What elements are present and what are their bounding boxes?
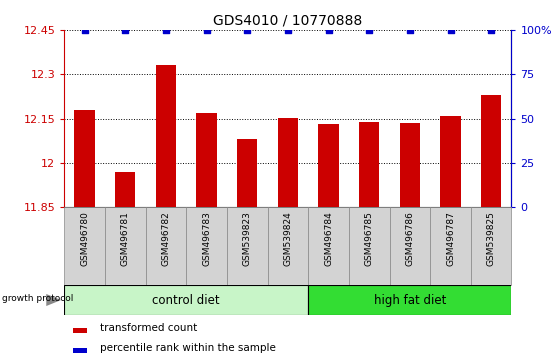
Bar xyxy=(308,285,511,315)
Point xyxy=(364,27,373,33)
Bar xyxy=(349,207,390,285)
Polygon shape xyxy=(46,294,61,306)
Point xyxy=(202,27,211,33)
Bar xyxy=(156,65,176,207)
Bar xyxy=(440,116,461,207)
Point xyxy=(162,27,170,33)
Text: percentile rank within the sample: percentile rank within the sample xyxy=(100,343,276,353)
Text: GSM539824: GSM539824 xyxy=(283,211,292,266)
Point xyxy=(405,27,414,33)
Point xyxy=(487,27,496,33)
Point xyxy=(243,27,252,33)
Text: GSM496787: GSM496787 xyxy=(446,211,455,266)
Bar xyxy=(308,207,349,285)
Text: GSM496780: GSM496780 xyxy=(80,211,89,266)
Bar xyxy=(73,348,87,353)
Bar xyxy=(64,285,308,315)
Bar xyxy=(115,172,135,207)
Point xyxy=(283,27,292,33)
Bar xyxy=(268,207,308,285)
Bar xyxy=(359,122,380,207)
Bar xyxy=(227,207,268,285)
Bar xyxy=(186,207,227,285)
Text: GSM539823: GSM539823 xyxy=(243,211,252,266)
Text: GSM496783: GSM496783 xyxy=(202,211,211,266)
Text: GSM496786: GSM496786 xyxy=(405,211,414,266)
Bar xyxy=(64,207,105,285)
Text: control diet: control diet xyxy=(153,293,220,307)
Point xyxy=(121,27,130,33)
Bar xyxy=(105,207,145,285)
Bar xyxy=(471,207,511,285)
Bar xyxy=(237,139,257,207)
Bar xyxy=(74,110,95,207)
Point xyxy=(446,27,455,33)
Text: GSM496782: GSM496782 xyxy=(162,211,170,266)
Bar xyxy=(390,207,430,285)
Point xyxy=(324,27,333,33)
Bar xyxy=(145,207,186,285)
Bar xyxy=(73,328,87,332)
Text: GSM496785: GSM496785 xyxy=(364,211,374,266)
Point xyxy=(80,27,89,33)
Text: GSM496784: GSM496784 xyxy=(324,211,333,266)
Text: GSM539825: GSM539825 xyxy=(487,211,496,266)
Bar xyxy=(319,124,339,207)
Bar xyxy=(430,207,471,285)
Bar xyxy=(196,113,217,207)
Text: transformed count: transformed count xyxy=(100,323,197,333)
Title: GDS4010 / 10770888: GDS4010 / 10770888 xyxy=(214,13,362,28)
Bar xyxy=(400,123,420,207)
Bar xyxy=(481,95,501,207)
Text: GSM496781: GSM496781 xyxy=(121,211,130,266)
Bar xyxy=(278,118,298,207)
Text: high fat diet: high fat diet xyxy=(373,293,446,307)
Text: growth protocol: growth protocol xyxy=(2,294,73,303)
